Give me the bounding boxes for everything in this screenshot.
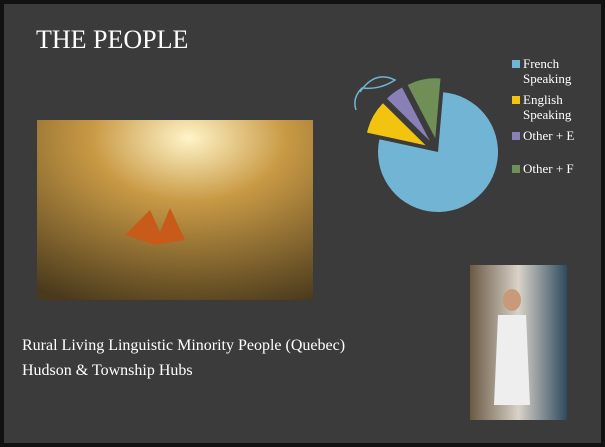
legend-item: French Speaking	[512, 56, 600, 86]
legend-item: Other + F	[512, 161, 600, 176]
body-line: Rural Living Linguistic Minority People …	[22, 337, 345, 354]
slide: THE PEOPLE Rural Living Linguistic Minor…	[0, 0, 605, 447]
legend-swatch	[512, 165, 520, 173]
legend-label: English Speaking	[523, 92, 600, 122]
legend-label: French Speaking	[523, 56, 600, 86]
legend-item: English Speaking	[512, 92, 600, 122]
body-line: Hudson & Township Hubs	[22, 362, 193, 379]
legend-swatch	[512, 60, 520, 68]
woman-head	[503, 289, 521, 311]
legend-swatch	[512, 96, 520, 104]
legend: French Speaking English Speaking Other + E…	[512, 56, 600, 182]
legend-label: Other + F	[523, 161, 574, 176]
legend-label: Other + E	[523, 128, 574, 143]
legend-swatch	[512, 132, 520, 140]
woman-apron	[494, 315, 530, 405]
butterfly-photo	[37, 120, 313, 300]
slide-title: THE PEOPLE	[36, 25, 188, 54]
legend-item: Other + E	[512, 128, 600, 143]
